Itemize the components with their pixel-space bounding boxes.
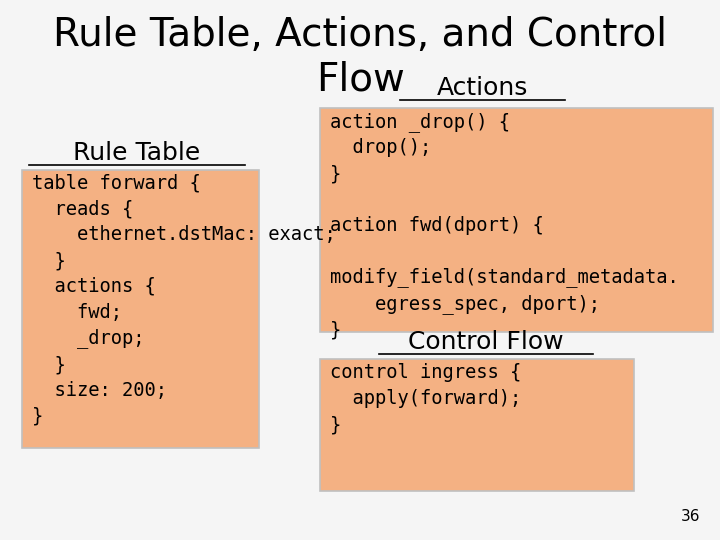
FancyBboxPatch shape	[320, 108, 713, 332]
Text: Rule Table: Rule Table	[73, 141, 200, 165]
Text: 36: 36	[680, 509, 700, 524]
Text: Actions: Actions	[437, 76, 528, 100]
FancyBboxPatch shape	[22, 170, 259, 448]
FancyBboxPatch shape	[320, 359, 634, 491]
Text: action _drop() {
  drop();
}

action fwd(dport) {

modify_field(standard_metadat: action _drop() { drop(); } action fwd(dp…	[330, 112, 678, 340]
Text: Rule Table, Actions, and Control
Flow: Rule Table, Actions, and Control Flow	[53, 16, 667, 98]
Text: Control Flow: Control Flow	[408, 330, 564, 354]
Text: table forward {
  reads {
    ethernet.dstMac: exact;
  }
  actions {
    fwd;
 : table forward { reads { ethernet.dstMac:…	[32, 174, 336, 426]
Text: control ingress {
  apply(forward);
}: control ingress { apply(forward); }	[330, 363, 521, 435]
